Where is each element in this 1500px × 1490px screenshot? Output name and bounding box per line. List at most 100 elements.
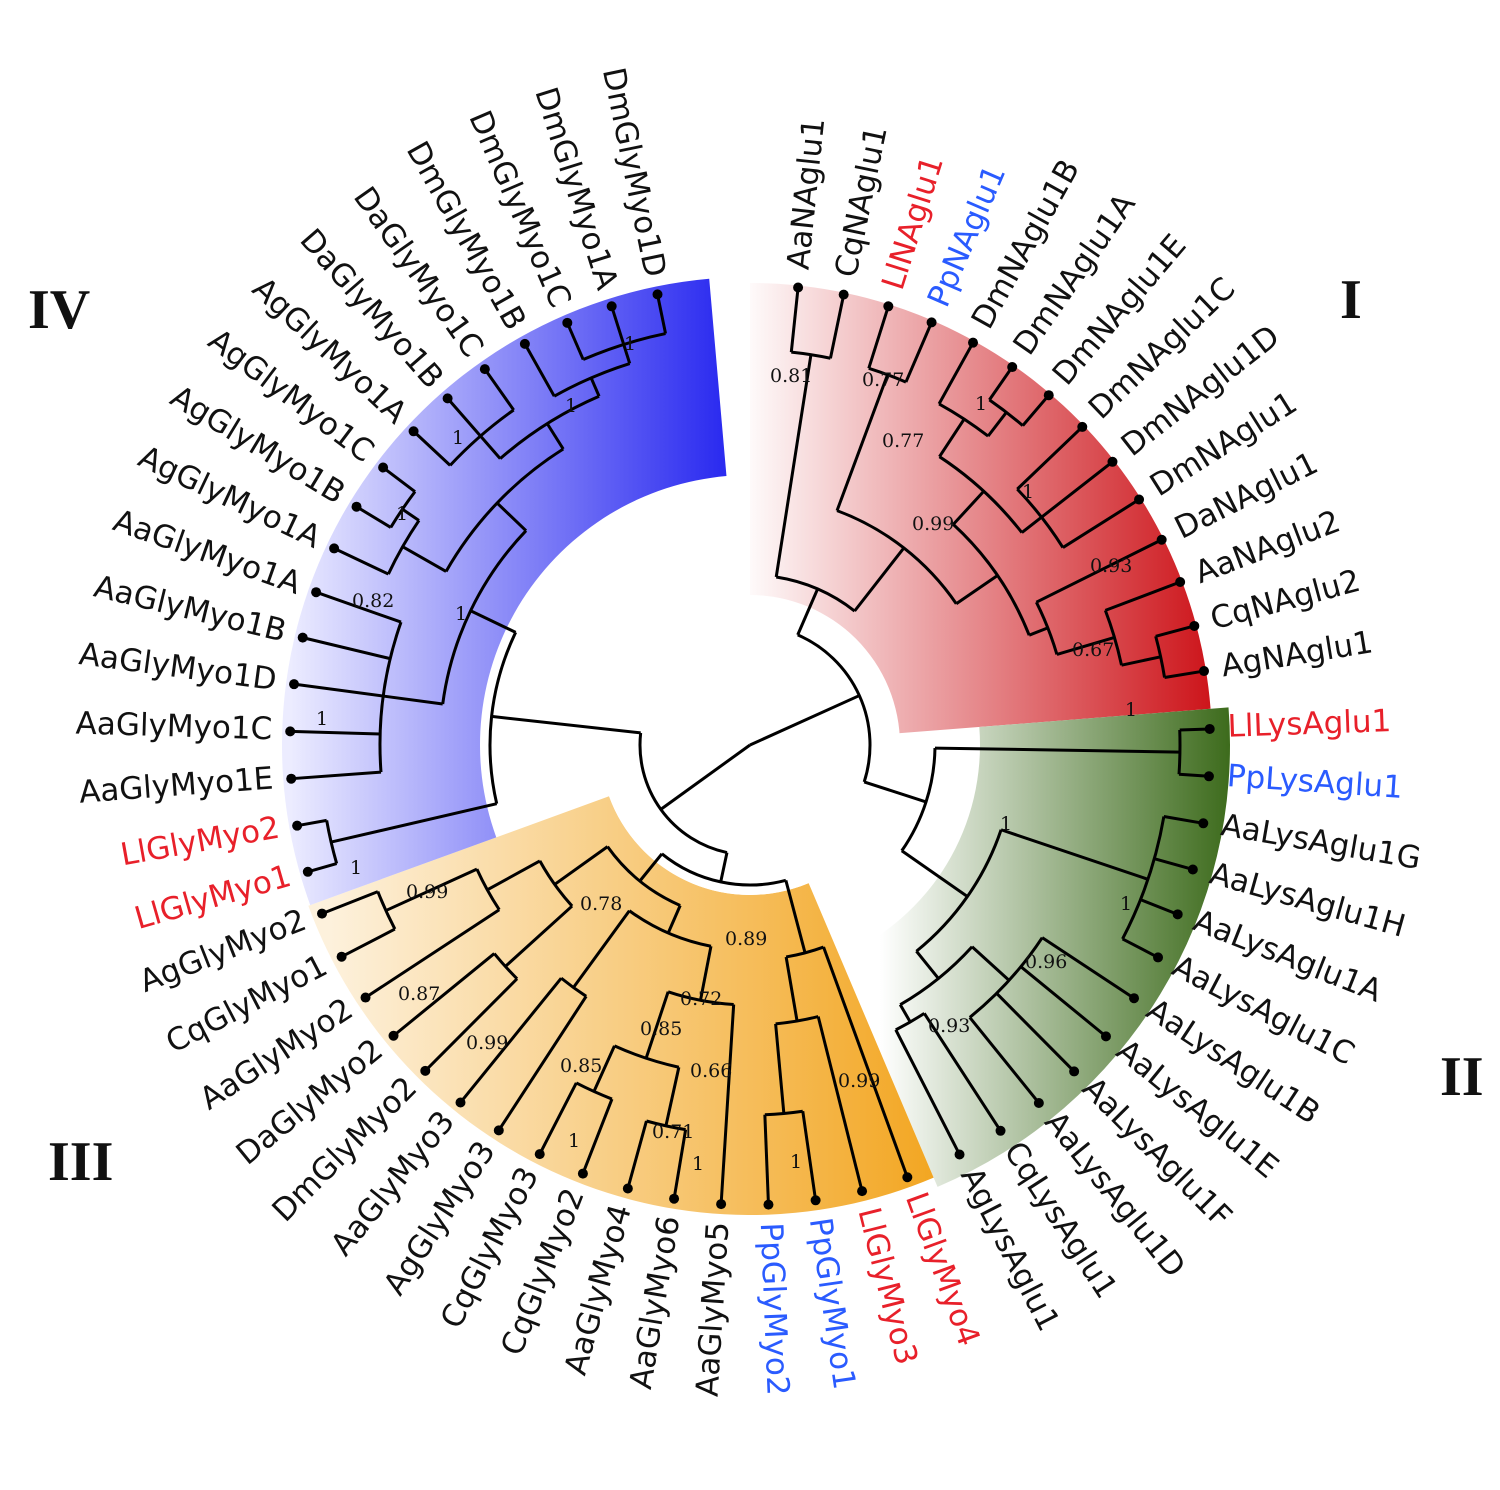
- branch-arc: [582, 332, 666, 361]
- leaf-label: PpGlyMyo2: [753, 1222, 796, 1396]
- branch-radial: [1056, 636, 1115, 656]
- branch-radial: [988, 366, 1014, 401]
- branch-radial: [1041, 936, 1135, 1000]
- branch-radial: [581, 1098, 614, 1175]
- branch-arc: [952, 523, 1031, 636]
- tip-marker: [408, 426, 419, 437]
- leaf-label: AgNAglu1: [1219, 624, 1376, 684]
- branch-radial: [853, 547, 906, 612]
- tip-marker: [838, 289, 849, 300]
- tip-marker: [562, 317, 573, 328]
- tip-marker: [902, 1172, 913, 1183]
- tip-marker: [716, 1199, 727, 1210]
- branch-radial: [863, 780, 927, 804]
- branch-radial: [1016, 425, 1084, 491]
- branch-radial: [1035, 538, 1163, 604]
- tip-marker: [1199, 666, 1210, 677]
- branch-radial: [291, 770, 382, 781]
- support-value: 0.78: [580, 893, 622, 915]
- branch-radial: [904, 321, 933, 383]
- support-value: 1: [790, 1151, 802, 1173]
- tip-marker: [1007, 362, 1018, 373]
- branch-radial: [719, 1004, 736, 1205]
- branch-radial: [644, 991, 670, 1059]
- branch-radial: [446, 397, 482, 438]
- tip-marker: [289, 679, 300, 690]
- branch-radial: [1164, 669, 1205, 679]
- tip-marker: [857, 1186, 868, 1197]
- tip-marker: [360, 992, 371, 1003]
- branch-radial: [664, 1066, 681, 1127]
- tip-marker: [455, 1097, 466, 1108]
- support-value: 1: [396, 503, 408, 525]
- tip-marker: [1033, 1097, 1044, 1108]
- branch-arc: [775, 1015, 819, 1026]
- branch-radial: [1121, 937, 1159, 959]
- tip-marker: [329, 543, 340, 554]
- leaf-label: AaGlyMyo1E: [78, 761, 275, 811]
- branch-radial: [784, 879, 807, 954]
- tip-marker: [378, 462, 389, 473]
- support-value: 0.66: [690, 1060, 732, 1082]
- branch-arc: [325, 820, 339, 864]
- tip-marker: [302, 866, 313, 877]
- leaf-label: LlGlyMyo2: [118, 810, 282, 874]
- leaf-label: AaGlyMyo1C: [75, 705, 273, 747]
- branch-radial: [763, 1114, 770, 1205]
- tip-marker: [442, 393, 453, 404]
- tip-marker: [763, 1199, 774, 1210]
- branch-radial: [672, 1129, 688, 1199]
- support-value: 0.81: [770, 365, 812, 387]
- branch-radial: [382, 466, 416, 493]
- tip-marker: [1134, 494, 1145, 505]
- branch-arc: [499, 394, 600, 460]
- tip-marker: [669, 1193, 680, 1204]
- tip-marker: [519, 338, 530, 349]
- branch-radial: [392, 952, 496, 1037]
- tip-marker: [493, 1125, 504, 1136]
- branch-radial: [290, 729, 381, 736]
- branch-radial: [383, 694, 443, 706]
- support-value: 0.71: [652, 1121, 694, 1143]
- branch-radial: [553, 845, 609, 886]
- branch-radial: [330, 802, 498, 844]
- leaf-label: LlLysAglu1: [1227, 703, 1392, 745]
- sector-clade-I: [750, 283, 1211, 735]
- branch-radial: [486, 859, 541, 892]
- branch-radial: [565, 322, 585, 361]
- support-value: 0.85: [560, 1055, 602, 1077]
- support-value: 1: [1120, 893, 1132, 915]
- branch-arc: [1154, 635, 1167, 678]
- branch-radial: [497, 995, 588, 1132]
- branch-radial: [479, 435, 502, 460]
- branch-radial: [1019, 965, 1107, 1038]
- branch-arc: [475, 868, 501, 911]
- branch-arc: [764, 1109, 803, 1117]
- branch-radial: [1121, 655, 1161, 667]
- tip-marker: [1172, 909, 1183, 920]
- branch-root: [749, 694, 860, 747]
- tip-marker: [534, 1149, 545, 1160]
- tip-marker: [286, 773, 297, 784]
- branch-arc: [988, 398, 1024, 427]
- branch-radial: [622, 343, 632, 364]
- support-value: 0.67: [1072, 639, 1114, 661]
- support-value: 1: [1125, 699, 1137, 721]
- branch-radial: [971, 945, 1011, 982]
- sector-clade-III: [308, 796, 934, 1215]
- tip-marker: [954, 1149, 965, 1160]
- branch-radial: [491, 714, 641, 735]
- tip-marker: [285, 726, 296, 737]
- support-value: 1: [1022, 481, 1034, 503]
- branch-radial: [424, 977, 519, 1072]
- tip-marker: [1189, 620, 1200, 631]
- branch-radial: [898, 1003, 912, 1023]
- branch-radial: [1104, 580, 1181, 612]
- support-value: 0.99: [466, 1032, 508, 1054]
- support-value: 1: [316, 708, 328, 730]
- branch-radial: [1040, 460, 1114, 519]
- branch-radial: [816, 1016, 864, 1192]
- branch-radial: [364, 908, 501, 999]
- branch-radial: [483, 368, 515, 411]
- branch-radial: [900, 849, 969, 898]
